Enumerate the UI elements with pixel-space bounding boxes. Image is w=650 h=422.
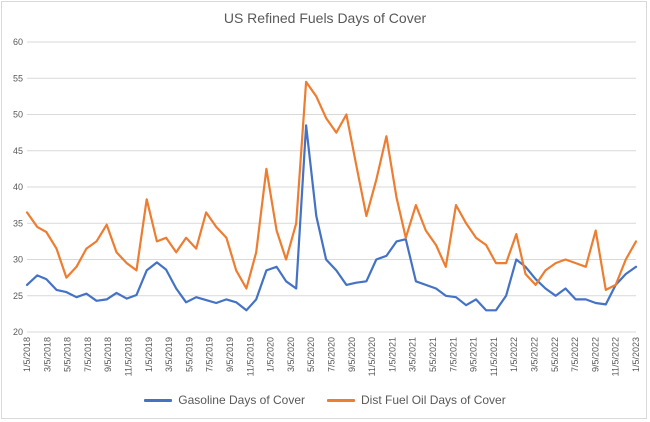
x-tick-label: 5/5/2021 <box>428 337 438 372</box>
x-tick-label: 11/5/2020 <box>367 337 377 376</box>
x-tick-label: 1/5/2018 <box>22 337 32 372</box>
x-tick-label: 11/5/2018 <box>124 337 134 376</box>
x-tick-label: 3/5/2018 <box>42 337 52 372</box>
x-tick-label: 3/5/2019 <box>164 337 174 372</box>
gridlines <box>27 41 636 333</box>
x-tick-label: 3/5/2022 <box>530 337 540 372</box>
x-tick-label: 5/5/2019 <box>184 337 194 372</box>
series-line-gasoline <box>25 124 638 312</box>
y-tick-label: 50 <box>13 110 23 120</box>
chart-title: US Refined Fuels Days of Cover <box>223 10 427 26</box>
legend-swatch-distillate <box>327 398 356 402</box>
legend-label-gasoline: Gasoline Days of Cover <box>178 393 306 407</box>
x-tick-label: 1/5/2022 <box>509 337 519 372</box>
legend-item-distillate: Dist Fuel Oil Days of Cover <box>327 393 506 407</box>
y-tick-label: 55 <box>13 73 23 83</box>
x-tick-label: 5/5/2018 <box>63 337 73 372</box>
x-tick-label: 11/5/2022 <box>611 337 621 376</box>
x-tick-label: 7/5/2018 <box>83 337 93 372</box>
x-tick-label: 9/5/2022 <box>590 337 600 372</box>
x-tick-label: 3/5/2021 <box>408 337 418 372</box>
series-line-distillate <box>25 80 638 291</box>
x-axis: 1/5/2018 3/5/2018 5/5/2018 7/5/2018 9/5/2018… <box>22 337 641 376</box>
x-tick-label: 9/5/2018 <box>103 337 113 372</box>
x-tick-label: 9/5/2020 <box>347 337 357 372</box>
y-tick-label: 25 <box>13 291 23 301</box>
series-lines <box>25 80 638 312</box>
x-tick-label: 9/5/2019 <box>225 337 235 372</box>
x-tick-label: 7/5/2019 <box>205 337 215 372</box>
legend-label-distillate: Dist Fuel Oil Days of Cover <box>361 393 506 407</box>
y-tick-label: 45 <box>13 146 23 156</box>
x-tick-label: 5/5/2020 <box>306 337 316 372</box>
x-tick-label: 7/5/2020 <box>327 337 337 372</box>
x-tick-label: 1/5/2023 <box>631 337 641 372</box>
legend-swatch-gasoline <box>144 398 173 402</box>
x-tick-label: 7/5/2021 <box>448 337 458 372</box>
y-tick-label: 20 <box>13 327 23 337</box>
x-tick-label: 5/5/2022 <box>550 337 560 372</box>
x-tick-label: 9/5/2021 <box>469 337 479 372</box>
x-tick-label: 11/5/2019 <box>245 337 255 376</box>
y-tick-label: 40 <box>13 182 23 192</box>
y-axis: 20 25 30 35 40 45 50 55 60 <box>13 37 23 337</box>
legend: Gasoline Days of Cover Dist Fuel Oil Day… <box>0 393 650 407</box>
x-tick-label: 3/5/2020 <box>286 337 296 372</box>
x-tick-label: 1/5/2019 <box>144 337 154 372</box>
x-tick-label: 1/5/2020 <box>266 337 276 372</box>
legend-item-gasoline: Gasoline Days of Cover <box>144 393 305 407</box>
x-tick-label: 11/5/2021 <box>489 337 499 376</box>
y-tick-label: 35 <box>13 218 23 228</box>
x-tick-label: 1/5/2021 <box>387 337 397 372</box>
y-tick-label: 30 <box>13 255 23 265</box>
x-tick-label: 7/5/2022 <box>570 337 580 372</box>
y-tick-label: 60 <box>13 37 23 47</box>
